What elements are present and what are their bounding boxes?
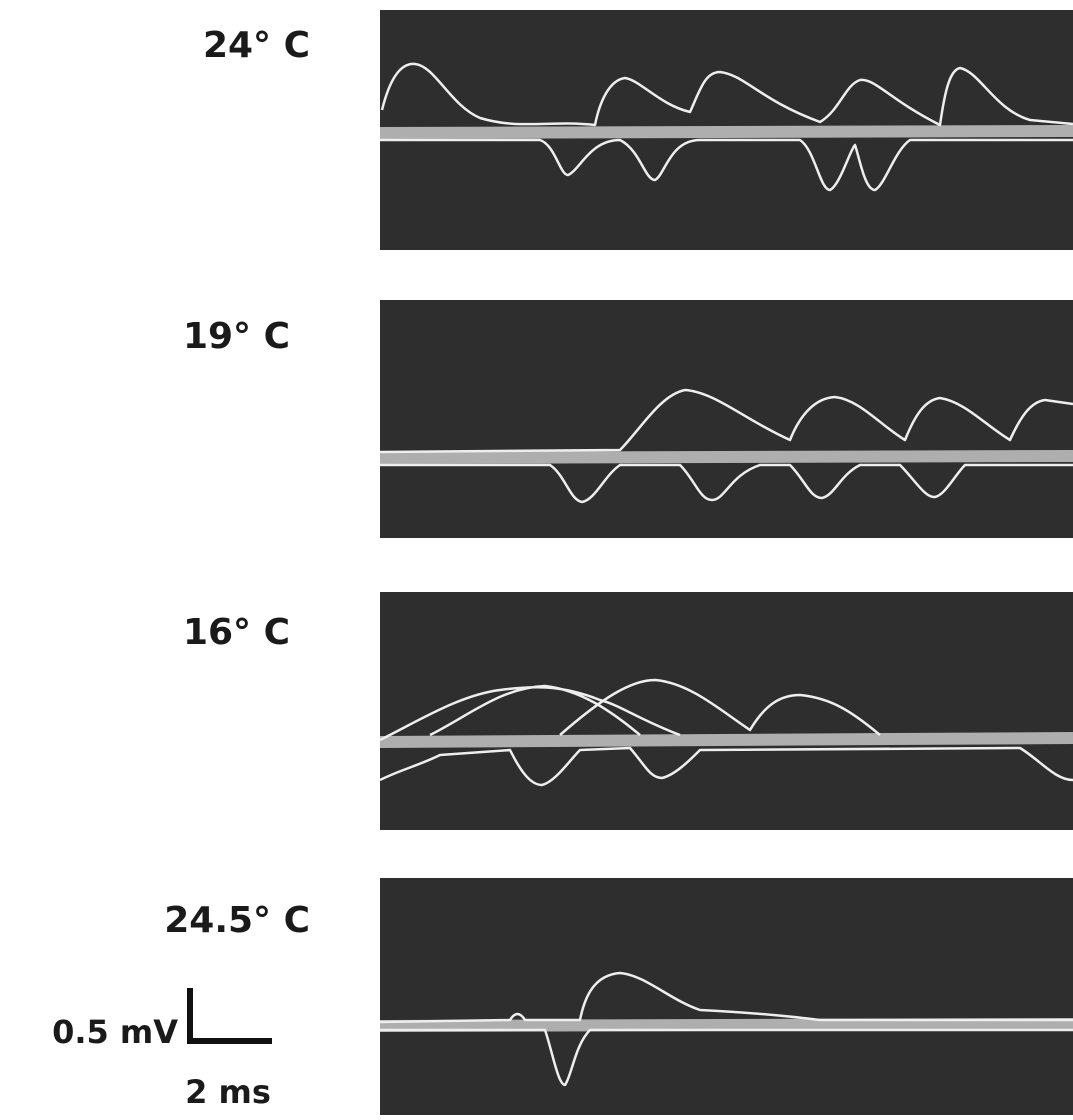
scale-voltage: 0.5 mV [52, 1013, 178, 1051]
trace-panel [380, 592, 1073, 830]
baseline [380, 1024, 1073, 1026]
trace-panel [380, 300, 1073, 538]
scale-time: 2 ms [185, 1073, 271, 1111]
figure: 24° C 19° C 16° C 24.5° C 0.5 mV 2 ms [0, 0, 1073, 1120]
panel-label: 16° C [183, 612, 290, 653]
panel-label: 24° C [203, 25, 310, 66]
panel-label: 24.5° C [164, 900, 310, 941]
baseline [380, 456, 1073, 458]
baseline [380, 131, 1073, 133]
trace-panel [380, 878, 1073, 1115]
baseline [380, 738, 1073, 742]
panel-label: 19° C [183, 316, 290, 357]
scale-bar [190, 988, 272, 1041]
